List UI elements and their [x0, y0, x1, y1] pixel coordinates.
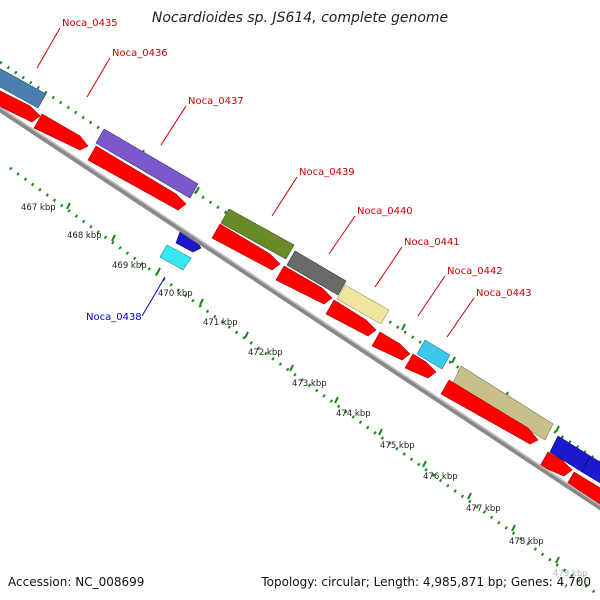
cog-box [416, 339, 451, 370]
kbp-tick-label: 474 kbp [336, 409, 371, 419]
cog-box [286, 250, 347, 296]
kbp-tick-label: 468 kbp [67, 231, 102, 241]
kbp-tick-label: 467 kbp [21, 203, 56, 213]
cds-arrow [211, 223, 281, 271]
cds-arrow [325, 299, 377, 337]
cds-arrow [539, 451, 573, 477]
cog-box [452, 365, 554, 441]
map-title: Nocardioides sp. JS614, complete genome [152, 10, 448, 26]
lower-ring-dashes [66, 202, 560, 564]
kbp-tick-label: 469 kbp [112, 261, 147, 271]
gene-label[interactable]: Noca_0437 [188, 96, 244, 107]
leader-line [141, 276, 166, 317]
cds-arrow [275, 265, 333, 305]
cds-arrow [33, 113, 89, 151]
leader-line [271, 176, 298, 217]
kbp-tick-label: 476 kbp [423, 472, 458, 482]
gene-label[interactable]: Noca_0440 [357, 206, 413, 217]
gene-label[interactable]: Noca_0436 [112, 48, 168, 59]
gene-label[interactable]: Noca_0442 [447, 266, 503, 277]
gene-label[interactable]: Noca_0435 [62, 18, 118, 29]
cog-box [95, 128, 199, 199]
kbp-tick-label: 471 kbp [203, 318, 238, 328]
cds-arrow [440, 379, 539, 445]
kbp-tick-label: 475 kbp [380, 441, 415, 451]
kbp-tick-label: 479 kbp [553, 569, 588, 579]
gene-label[interactable]: Noca_0439 [299, 167, 355, 178]
gene-label[interactable]: Noca_0443 [476, 288, 532, 299]
kbp-tick-label: 477 kbp [466, 504, 501, 514]
label-leaders [36, 27, 475, 338]
cds-arrow [565, 471, 600, 505]
kbp-tick-label: 478 kbp [509, 537, 544, 547]
forward-cds-track [0, 90, 600, 505]
cog-box [0, 68, 47, 109]
cog-boxes [0, 68, 600, 484]
cds-arrow [404, 353, 437, 379]
gene-label[interactable]: Noca_0438 [86, 312, 142, 323]
leader-line [36, 27, 61, 69]
leader-line [86, 57, 111, 98]
cds-arrow [0, 90, 41, 123]
kbp-tick-label: 472 kbp [248, 348, 283, 358]
cog-box [220, 208, 295, 260]
kbp-tick-label: 470 kbp [158, 289, 193, 299]
gene-label[interactable]: Noca_0441 [404, 237, 460, 248]
cog-box [159, 244, 192, 271]
leader-line [417, 275, 446, 317]
kbp-tick-label: 473 kbp [292, 379, 327, 389]
genome-backbone-highlight [0, 107, 600, 506]
leader-line [160, 105, 187, 146]
cds-arrow [371, 331, 411, 361]
leader-line [328, 215, 356, 255]
accession-text: Accession: NC_008699 [8, 575, 144, 589]
cds-arrow [87, 145, 187, 211]
gene-labels: Noca_0435 Noca_0436 Noca_0437 Noca_0439 … [62, 18, 532, 323]
leader-line [374, 246, 403, 288]
cog-box [581, 455, 600, 484]
leader-line [446, 297, 475, 338]
cog-box [336, 284, 390, 325]
topology-text: Topology: circular; Length: 4,985,871 bp… [260, 575, 591, 589]
kbp-labels: 467 kbp 468 kbp 469 kbp 470 kbp 471 kbp … [21, 203, 588, 579]
genome-backbone [0, 106, 600, 511]
